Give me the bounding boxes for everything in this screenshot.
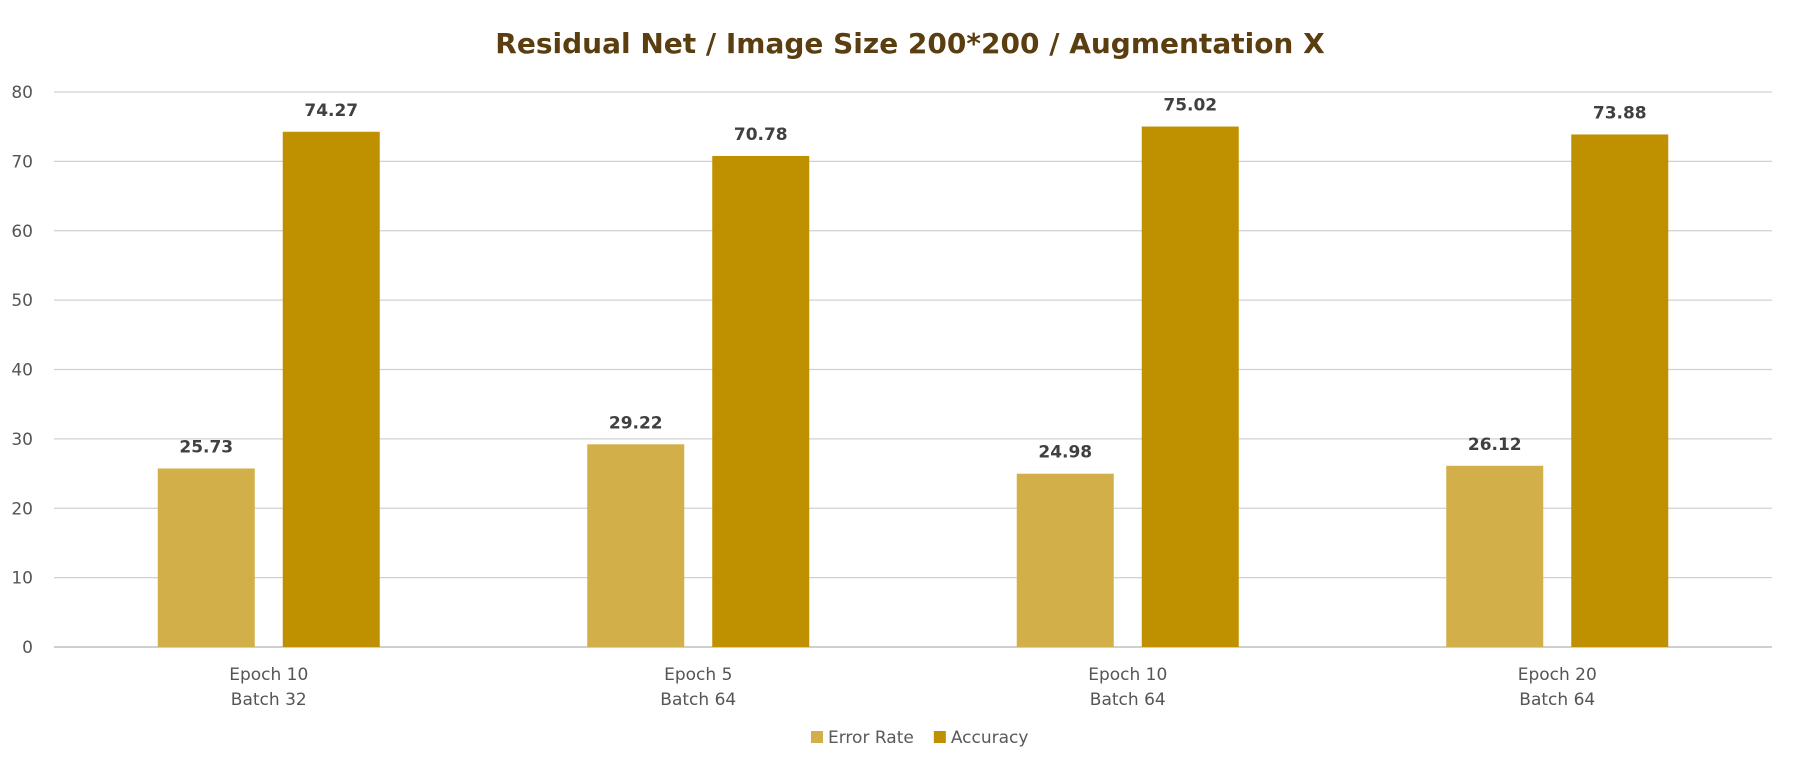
legend-swatch-accuracy bbox=[933, 731, 946, 743]
bar-accuracy-0 bbox=[282, 131, 380, 647]
x-category-label-0-1: Batch 32 bbox=[231, 690, 307, 710]
data-labels: 25.73 74.27 29.22 70.78 24.98 75.02 26.12 73.88 bbox=[179, 96, 1646, 463]
bar-accuracy-2 bbox=[1141, 126, 1239, 647]
data-label-accuracy-2: 75.02 bbox=[1163, 96, 1217, 116]
y-tick-label-30: 30 bbox=[11, 430, 33, 450]
bars bbox=[157, 126, 1669, 647]
legend: Error Rate Accuracy bbox=[811, 728, 1028, 748]
bar-error-rate-3 bbox=[1446, 465, 1544, 647]
data-label-accuracy-0: 74.27 bbox=[304, 101, 358, 121]
y-axis-ticks: 0 10 20 30 40 50 60 70 80 bbox=[11, 83, 33, 658]
bar-error-rate-2 bbox=[1016, 473, 1114, 647]
x-category-label-3-1: Batch 64 bbox=[1519, 690, 1595, 710]
data-label-error-rate-2: 24.98 bbox=[1038, 443, 1092, 463]
legend-label-error-rate: Error Rate bbox=[828, 728, 914, 748]
data-label-accuracy-3: 73.88 bbox=[1593, 103, 1647, 123]
x-category-label-1-0: Epoch 5 bbox=[664, 665, 732, 685]
x-axis-categories: Epoch 10 Batch 32 Epoch 5 Batch 64 Epoch 10 B… bbox=[229, 665, 1597, 710]
bar-error-rate-0 bbox=[157, 468, 255, 647]
y-tick-label-40: 40 bbox=[11, 361, 33, 381]
x-category-label-2-1: Batch 64 bbox=[1090, 690, 1166, 710]
y-tick-label-60: 60 bbox=[11, 222, 33, 242]
x-category-label-0-0: Epoch 10 bbox=[229, 665, 308, 685]
legend-swatch-error-rate bbox=[811, 731, 823, 743]
data-label-error-rate-1: 29.22 bbox=[609, 413, 663, 433]
data-label-accuracy-1: 70.78 bbox=[734, 125, 788, 145]
y-tick-label-0: 0 bbox=[22, 638, 33, 658]
data-label-error-rate-3: 26.12 bbox=[1468, 435, 1522, 455]
data-label-error-rate-0: 25.73 bbox=[179, 437, 233, 457]
y-tick-label-20: 20 bbox=[11, 499, 33, 519]
chart-title: Residual Net / Image Size 200*200 / Augm… bbox=[495, 27, 1325, 60]
x-category-label-1-1: Batch 64 bbox=[660, 690, 736, 710]
bar-accuracy-3 bbox=[1571, 134, 1669, 647]
y-tick-label-50: 50 bbox=[11, 291, 33, 311]
y-tick-label-10: 10 bbox=[11, 569, 33, 589]
x-category-label-2-0: Epoch 10 bbox=[1088, 665, 1167, 685]
bar-error-rate-1 bbox=[587, 444, 685, 647]
y-tick-label-70: 70 bbox=[11, 152, 33, 172]
bar-accuracy-1 bbox=[712, 155, 810, 647]
x-category-label-3-0: Epoch 20 bbox=[1518, 665, 1597, 685]
y-tick-label-80: 80 bbox=[11, 83, 33, 103]
legend-label-accuracy: Accuracy bbox=[951, 728, 1029, 748]
